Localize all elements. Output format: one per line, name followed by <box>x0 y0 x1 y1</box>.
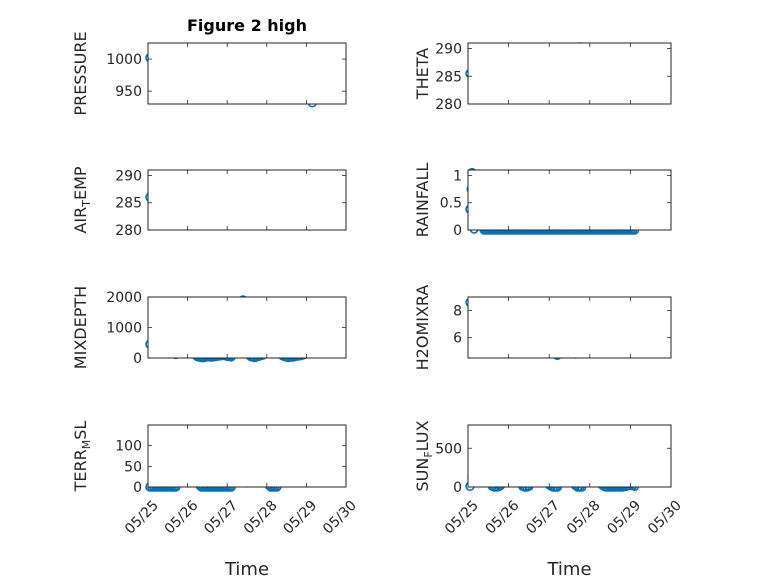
axes-frame <box>467 296 672 359</box>
y-tick-label: 8 <box>453 304 462 320</box>
x-tick-label: 05/27 <box>201 498 241 538</box>
y-tick-label: 500 <box>435 441 462 457</box>
x-tick-label: 05/30 <box>645 498 685 538</box>
y-tick-label: 280 <box>115 223 142 239</box>
y-tick-label: 950 <box>115 84 142 100</box>
y-tick-label: 290 <box>435 42 462 58</box>
y-tick-label: 0 <box>453 480 462 496</box>
x-tick-label: 05/27 <box>523 498 563 538</box>
x-tick-label: 05/30 <box>320 498 360 538</box>
axes-frame <box>147 42 347 105</box>
y-tick-label: 1000 <box>106 321 142 337</box>
y-axis-label: H2OMIXRA <box>413 285 432 371</box>
subplot-sun-flux: 0 500 05/25 05/26 05/27 05/28 05/29 05/30 SUNFLU… <box>413 420 685 580</box>
y-tick-label: 2000 <box>106 290 142 306</box>
subplot-pressure: 950 1000 PRESSURE Figure 2 high <box>71 16 347 116</box>
y-tick-label: 1000 <box>106 52 142 68</box>
y-axis-label: TERRMSL <box>71 421 93 493</box>
x-tick-label: 05/29 <box>280 498 320 538</box>
subplot-mixdepth: 0 1000 2000 MIXDEPTH <box>71 286 347 369</box>
y-tick-label: 0 <box>453 223 462 239</box>
y-tick-label: 0 <box>133 480 142 496</box>
y-axis-label: SUNFLUX <box>413 420 435 491</box>
y-axis-label: MIXDEPTH <box>71 286 90 369</box>
y-tick-label: 285 <box>435 69 462 85</box>
x-tick-label: 05/26 <box>483 498 523 538</box>
y-tick-label: 0.5 <box>440 196 462 212</box>
y-tick-label: 6 <box>453 331 462 347</box>
axes-frame <box>147 296 347 359</box>
x-tick-label: 05/28 <box>564 498 604 538</box>
y-tick-label: 285 <box>115 196 142 212</box>
subplot-rainfall: 0 0.5 1 RAINFALL <box>413 163 672 239</box>
axes-frame <box>467 169 672 231</box>
axes-frame <box>147 169 347 231</box>
x-tick-label: 05/28 <box>241 498 281 538</box>
subplot-terr-msl: 0 50 100 05/25 05/26 05/27 05/28 05/29 05/30 TERR… <box>71 421 360 580</box>
y-axis-label: PRESSURE <box>71 31 90 115</box>
x-axis-label: Time <box>224 559 269 580</box>
y-axis-label: AIRTEMP <box>71 166 93 233</box>
chart-title: Figure 2 high <box>187 16 307 35</box>
y-axis-label: RAINFALL <box>413 163 432 238</box>
x-tick-label: 05/25 <box>122 498 162 538</box>
x-axis-label: Time <box>546 559 591 580</box>
y-tick-label: 1 <box>453 168 462 184</box>
axes-frame <box>467 424 672 488</box>
y-axis-label: THETA <box>413 48 432 100</box>
x-tick-label: 05/25 <box>442 498 482 538</box>
y-tick-label: 100 <box>115 439 142 455</box>
subplot-h2omixra: 6 8 H2OMIXRA <box>413 285 672 371</box>
subplot-air-temp: 280 285 290 AIRTEMP <box>71 166 347 239</box>
y-tick-label: 50 <box>124 459 142 475</box>
y-tick-label: 0 <box>133 351 142 367</box>
x-tick-label: 05/29 <box>604 498 644 538</box>
axes-frame <box>147 424 347 488</box>
y-tick-label: 290 <box>115 168 142 184</box>
axes-frame <box>467 42 672 105</box>
y-tick-label: 280 <box>435 97 462 113</box>
x-tick-label: 05/26 <box>162 498 202 538</box>
